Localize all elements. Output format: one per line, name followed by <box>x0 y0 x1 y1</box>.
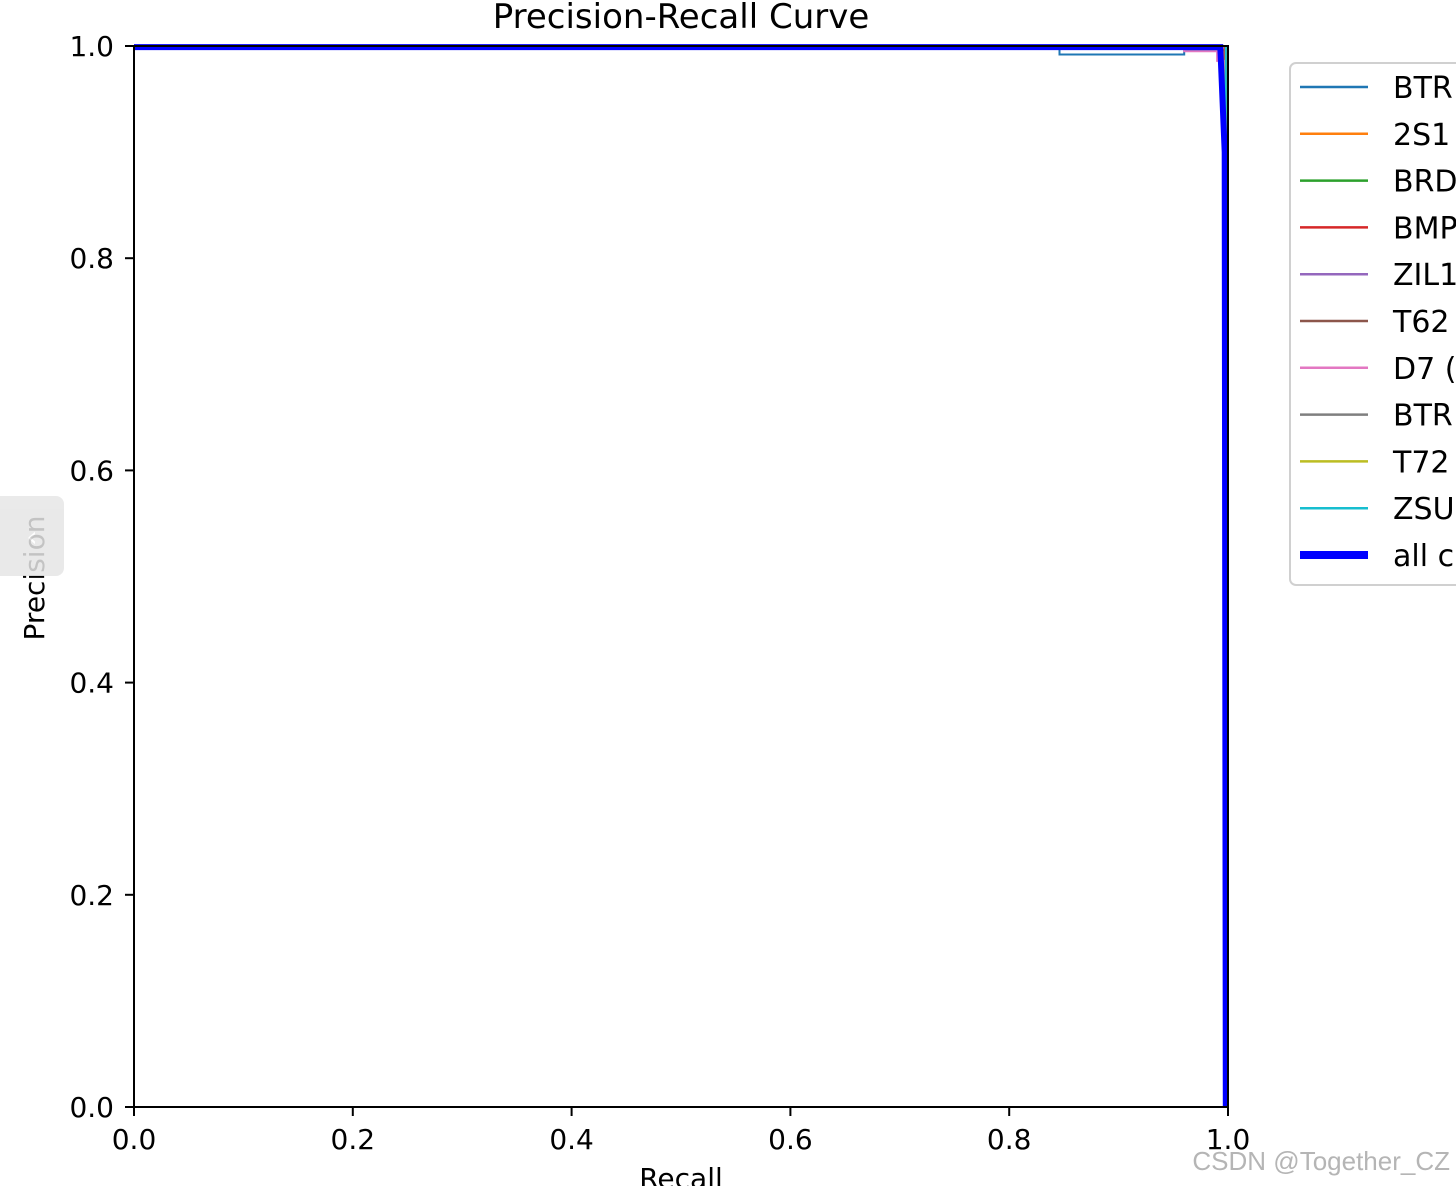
y-tick-label: 0.2 <box>69 879 114 912</box>
x-tick-label: 0.2 <box>331 1123 376 1156</box>
x-tick-label: 0.8 <box>987 1123 1032 1156</box>
y-axis-ticks: 0.0 0.2 0.4 0.6 0.8 1.0 <box>69 30 134 1124</box>
legend-label: D7 ( <box>1393 352 1456 387</box>
chevron-left-icon: ‹ <box>26 519 38 553</box>
legend-box <box>1289 62 1456 586</box>
legend-label: ZSU <box>1393 492 1455 527</box>
x-tick-label: 0.0 <box>112 1123 157 1156</box>
x-tick-label: 0.4 <box>549 1123 594 1156</box>
legend: BTR 2S1 BRD BMP ZIL1 T62 D7 ( BTR T72 ZSU all c <box>1289 62 1456 586</box>
legend-label: T62 <box>1392 305 1450 340</box>
legend-label: T72 <box>1392 445 1450 480</box>
x-tick-label: 0.6 <box>768 1123 813 1156</box>
plot-area <box>133 44 1229 1108</box>
y-tick-label: 0.0 <box>69 1091 114 1124</box>
y-tick-label: 0.6 <box>69 454 114 487</box>
chart-title: Precision-Recall Curve <box>493 0 870 37</box>
series-line-10 <box>134 44 1229 1108</box>
plot-frame <box>133 45 1229 1108</box>
legend-label: BTR <box>1393 71 1453 106</box>
legend-label: BMP <box>1393 211 1456 246</box>
legend-label: all c <box>1393 539 1454 574</box>
y-tick-label: 0.8 <box>69 242 114 275</box>
y-tick-label: 1.0 <box>69 30 114 63</box>
legend-label: BTR <box>1393 399 1453 434</box>
x-tick-label: 1.0 <box>1206 1123 1251 1156</box>
collapse-sidebar-tab[interactable]: ‹ <box>0 496 64 576</box>
legend-label: 2S1 <box>1393 118 1450 153</box>
x-axis-ticks: 0.0 0.2 0.4 0.6 0.8 1.0 <box>112 1107 1251 1156</box>
y-tick-label: 0.4 <box>69 667 114 700</box>
legend-label: BRD <box>1393 165 1456 200</box>
watermark: CSDN @Together_CZ <box>1192 1146 1450 1176</box>
legend-label: ZIL1 <box>1393 258 1456 293</box>
x-axis-label: Recall <box>639 1162 723 1186</box>
